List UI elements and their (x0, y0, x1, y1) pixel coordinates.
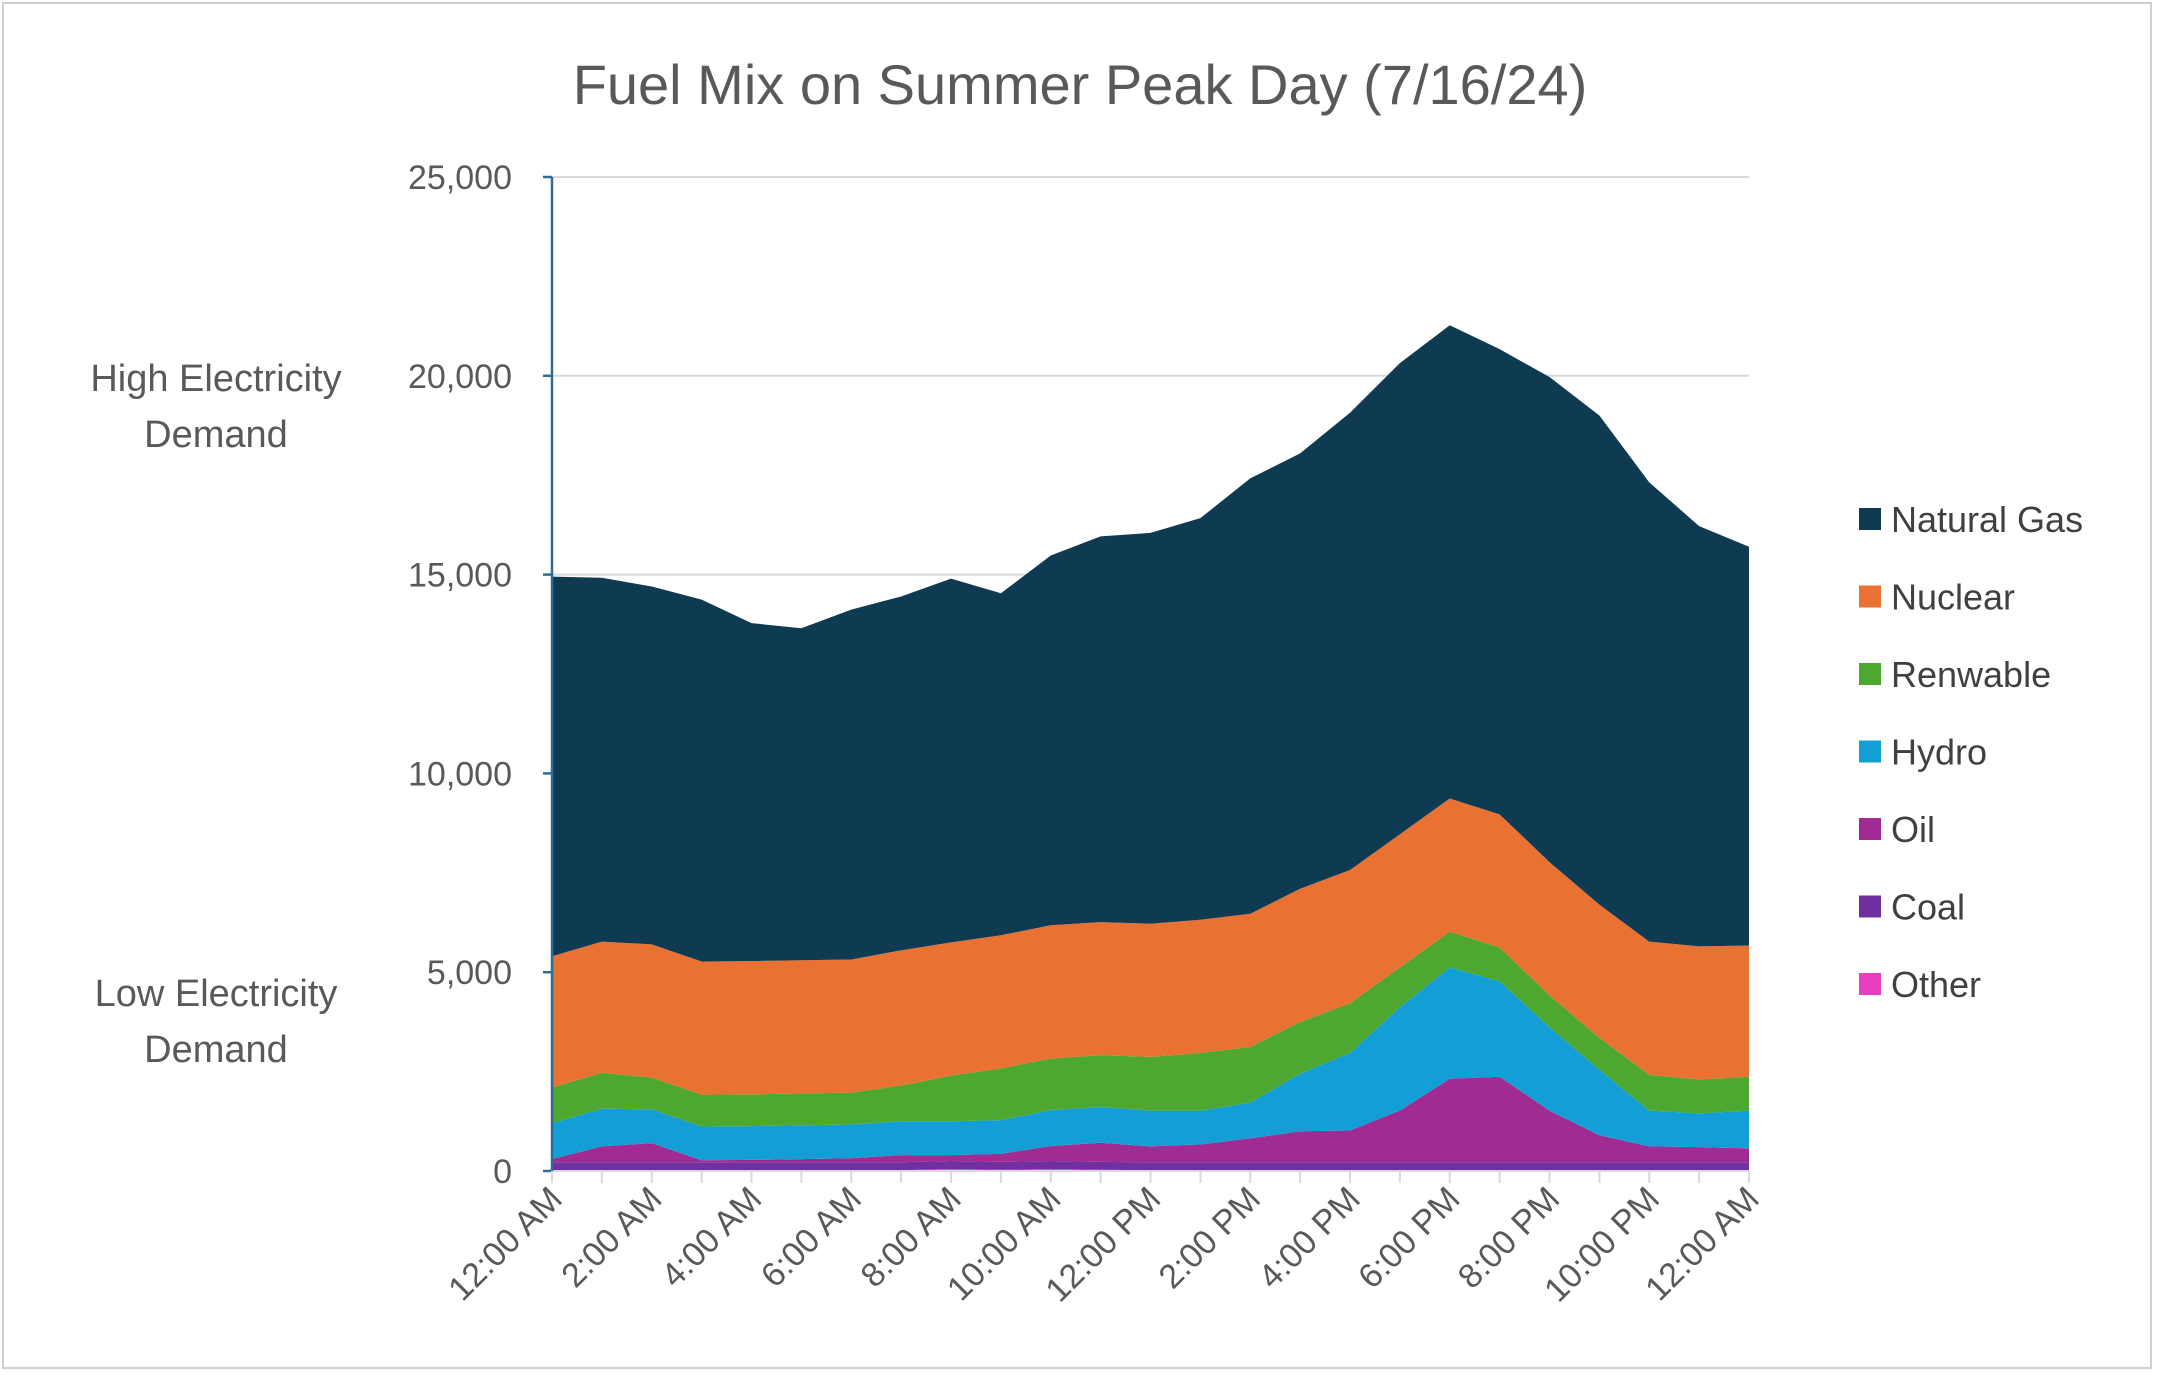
side-labels: High Electricity Demand Low Electricity … (90, 358, 341, 1071)
legend-swatch-nuclear (1859, 585, 1881, 608)
y-tick-label-3: 15,000 (408, 557, 512, 595)
area-hydro (552, 967, 1749, 1161)
y-tick-label-5: 25,000 (408, 159, 512, 197)
y-tick-label-1: 5,000 (427, 954, 512, 992)
x-tick-labels: 12:00 AM2:00 AM4:00 AM6:00 AM8:00 AM10:0… (441, 1180, 1766, 1310)
x-tick-label-3: 6:00 AM (754, 1180, 869, 1295)
legend-swatch-natural-gas (1859, 508, 1881, 530)
x-tick-label-8: 4:00 PM (1251, 1180, 1367, 1296)
y-tick-labels: 0 5,000 10,000 15,000 20,000 25,000 (408, 159, 512, 1191)
legend-label-oil: Oil (1891, 809, 1935, 850)
high-demand-label-line2: Demand (144, 414, 288, 456)
legend-swatch-other (1859, 973, 1881, 995)
legend-swatch-oil (1859, 818, 1881, 840)
y-tick-label-4: 20,000 (408, 358, 512, 396)
legend-swatch-coal (1859, 895, 1881, 918)
axes (543, 175, 1750, 1183)
x-tick-label-9: 6:00 PM (1351, 1180, 1467, 1296)
stacked-areas (552, 325, 1749, 1171)
legend-label-renwable: Renwable (1891, 654, 2051, 695)
low-demand-label-line2: Demand (144, 1029, 288, 1071)
legend: Natural Gas Nuclear Renwable Hydro Oil Coal Ot… (1859, 499, 2083, 1005)
chart-title: Fuel Mix on Summer Peak Day (7/16/24) (573, 53, 1588, 116)
legend-label-hydro: Hydro (1891, 732, 1987, 773)
legend-label-nuclear: Nuclear (1891, 577, 2015, 618)
legend-label-other: Other (1891, 964, 1981, 1005)
area-nuclear (552, 798, 1749, 1095)
legend-swatch-renwable (1859, 663, 1881, 685)
x-tick-label-1: 2:00 AM (554, 1180, 669, 1295)
area-renwable (552, 931, 1749, 1127)
legend-swatch-hydro (1859, 740, 1881, 763)
area-natural-gas (552, 325, 1749, 962)
x-tick-label-2: 4:00 AM (654, 1180, 769, 1295)
low-demand-label-line1: Low Electricity (95, 973, 338, 1015)
legend-label-natural-gas: Natural Gas (1891, 499, 2083, 540)
area-oil (552, 1076, 1749, 1163)
y-tick-label-0: 0 (493, 1153, 512, 1191)
chart-svg: Fuel Mix on Summer Peak Day (7/16/24) 0 5… (90, 53, 2083, 1310)
x-tick-label-7: 2:00 PM (1151, 1180, 1267, 1296)
high-demand-label-line1: High Electricity (90, 358, 341, 400)
legend-label-coal: Coal (1891, 887, 1965, 928)
x-tick-label-0: 12:00 AM (441, 1180, 569, 1308)
area-coal (552, 1161, 1749, 1171)
y-tick-label-2: 10,000 (408, 755, 512, 793)
